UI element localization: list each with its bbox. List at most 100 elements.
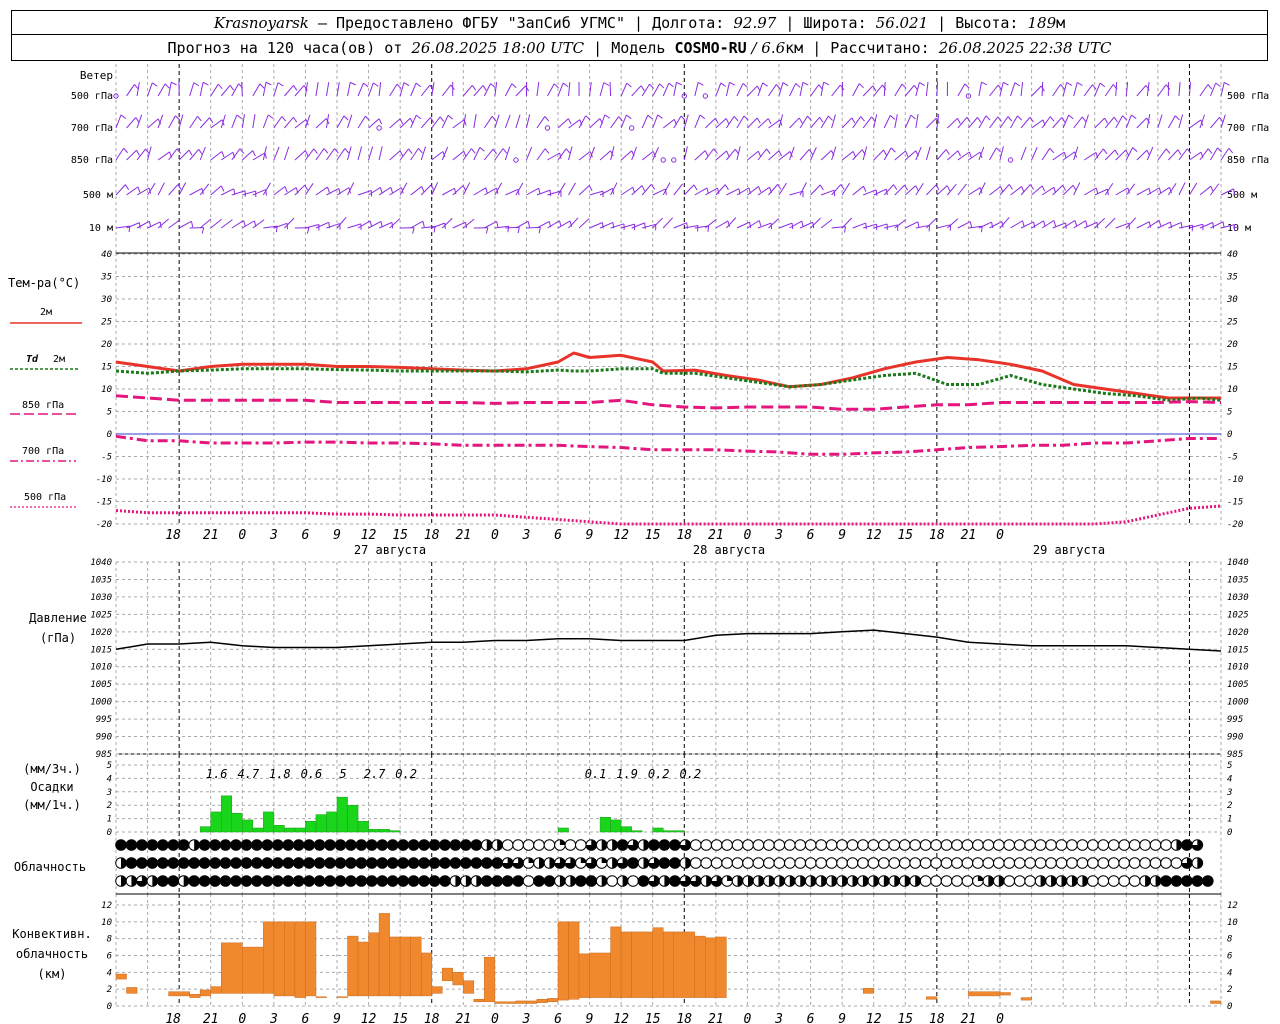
wind-barb xyxy=(841,217,853,229)
wind-barb-feather xyxy=(977,117,982,123)
cloud-symbol-fill xyxy=(1040,875,1046,887)
cloud-symbol xyxy=(449,857,462,869)
cloud-symbol-fill xyxy=(194,839,200,851)
hour-label-bottom: 21 xyxy=(961,1012,977,1024)
conv-cloud-bar xyxy=(589,952,611,998)
wind-barb xyxy=(231,148,241,161)
wind-barb xyxy=(873,223,888,229)
wind-barb xyxy=(157,83,166,97)
wind-barb xyxy=(599,82,605,97)
wind-barb xyxy=(609,81,612,97)
cloud-symbol xyxy=(230,875,242,887)
cloud-symbol-fill xyxy=(727,875,733,881)
wind-barb xyxy=(978,115,987,129)
wind-barb xyxy=(1157,148,1167,161)
wind-barb xyxy=(610,223,625,229)
wind-barb xyxy=(168,82,172,97)
wind-barb-feather xyxy=(265,81,272,86)
precip-tick-label-right: 4 xyxy=(1227,774,1232,784)
wind-barb-feather xyxy=(502,148,508,154)
wind-barb xyxy=(610,116,620,129)
cloud-symbol xyxy=(961,857,974,869)
wind-barb xyxy=(305,183,314,196)
day-label: 28 августа xyxy=(693,543,765,557)
cloud-symbol xyxy=(240,839,253,851)
cloud-symbol xyxy=(940,857,953,869)
wind-barb-feather xyxy=(444,222,446,230)
wind-barb-feather xyxy=(217,83,223,90)
wind-barb xyxy=(1199,148,1209,161)
cloud-symbol xyxy=(366,875,378,887)
precip-bar xyxy=(199,826,211,833)
wind-barb xyxy=(725,148,736,161)
wind-barb-feather xyxy=(889,115,896,120)
wind-barb xyxy=(1073,82,1078,97)
wind-barb-feather xyxy=(454,188,457,195)
conv-cloud-bar xyxy=(305,921,317,997)
wind-barb xyxy=(431,222,445,229)
cloud-symbol-fill xyxy=(680,839,691,851)
wind-barb xyxy=(1010,186,1022,196)
wind-barb-feather xyxy=(136,149,140,156)
cloud-symbol xyxy=(721,857,733,869)
pressure-tick-label-right: 1020 xyxy=(1227,628,1249,638)
precip-bar xyxy=(305,821,317,833)
hour-label-top: 3 xyxy=(269,528,278,543)
wind-level-label: 500 гПа xyxy=(71,91,113,102)
wind-barb xyxy=(978,82,982,97)
wind-barb xyxy=(378,186,392,196)
wind-barb-feather xyxy=(946,185,951,192)
wind-barb xyxy=(936,224,951,229)
wind-barb xyxy=(957,83,966,97)
wind-barb xyxy=(241,81,243,97)
cloud-symbol xyxy=(658,839,671,851)
cloud-symbol-fill xyxy=(497,839,503,851)
wind-barb-feather xyxy=(1053,220,1057,227)
wind-calm-circle xyxy=(113,93,119,99)
pressure-tick-label-left: 990 xyxy=(96,733,112,743)
wind-barb xyxy=(283,146,290,161)
wind-barb xyxy=(736,221,750,229)
wind-barb xyxy=(631,222,645,229)
cloud-symbol xyxy=(418,839,430,851)
temp-tick-label-right: -20 xyxy=(1227,520,1243,530)
wind-barb xyxy=(242,220,255,229)
wind-barb xyxy=(631,146,638,161)
cloud-symbol xyxy=(491,857,504,869)
cloud-symbol xyxy=(1097,839,1110,851)
cloud-symbol xyxy=(209,875,221,887)
wind-barb xyxy=(673,82,677,97)
wind-barb xyxy=(473,187,487,196)
wind-barb xyxy=(199,183,210,196)
cloud-symbol xyxy=(951,857,963,869)
wind-barb xyxy=(1062,151,1075,161)
cloud-symbol xyxy=(1181,839,1193,851)
wind-barb xyxy=(494,148,504,161)
cloud-symbol xyxy=(1003,857,1016,869)
wind-barb xyxy=(178,182,187,196)
cloud-symbol-fill xyxy=(643,857,649,869)
wind-barb xyxy=(525,114,531,129)
precip-bar xyxy=(326,811,338,833)
hour-label-top: 15 xyxy=(645,528,661,543)
hour-label-top: 18 xyxy=(929,528,945,543)
wind-barb xyxy=(736,146,741,161)
wind-barb-feather xyxy=(403,82,410,87)
wind-barb xyxy=(820,218,833,229)
cloud-symbol-fill xyxy=(1197,857,1203,869)
wind-barb xyxy=(789,220,802,229)
cloud-symbol xyxy=(522,875,535,887)
wind-barb xyxy=(441,115,449,129)
wind-barb xyxy=(1104,84,1114,97)
wind-barb xyxy=(389,83,398,97)
wind-barb xyxy=(747,85,758,97)
conv-cloud-bar xyxy=(452,972,464,986)
wind-barb-feather xyxy=(120,114,127,119)
wind-barb xyxy=(1052,151,1065,161)
wind-calm-circle xyxy=(660,157,666,163)
wind-barb-feather xyxy=(415,114,422,120)
conv-cloud-bar xyxy=(263,921,275,994)
wind-barb-feather xyxy=(344,148,350,154)
wind-barb-feather xyxy=(957,150,961,157)
precip-3h-sum: 5 xyxy=(339,767,346,781)
